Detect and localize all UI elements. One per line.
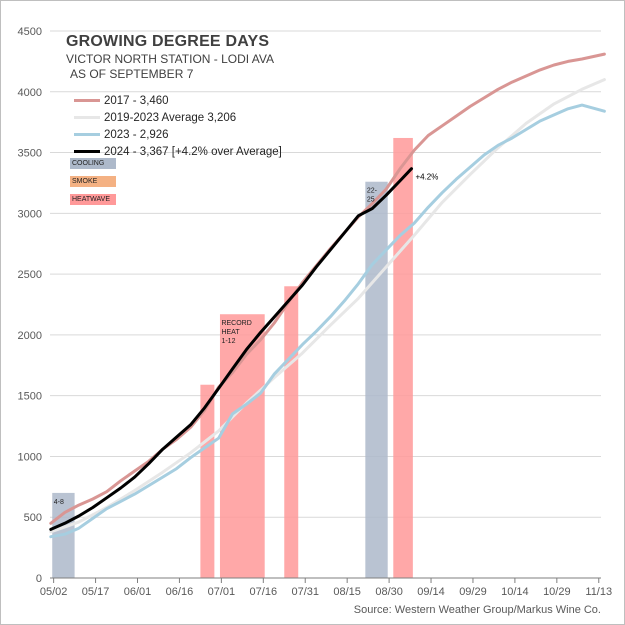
legend-item-2023: 2023 - 2,926 (74, 126, 282, 143)
legend-item-2017: 2017 - 3,460 (74, 92, 282, 109)
x-tick-label: 05/17 (82, 586, 110, 598)
y-tick-label: 2500 (18, 269, 42, 281)
series-line-3 (49, 167, 413, 531)
event-bar-label: 4-8 (54, 499, 64, 506)
event-bar-label: 25 (367, 197, 375, 204)
legend-label-2023: 2023 - 2,926 (104, 128, 169, 141)
y-tick-label: 1000 (18, 451, 42, 463)
legend-swatch-2023 (74, 133, 100, 136)
event-bar-label: 1-12 (221, 338, 235, 345)
legend-swatch-average (74, 116, 100, 119)
legend-swatch-2024 (74, 150, 100, 153)
x-tick-label: 10/29 (543, 586, 571, 598)
series-lines (49, 52, 606, 539)
gridlines (50, 30, 601, 518)
chart-labels: 0 500 1000 1500 2000 2500 3000 3500 4000 4500 4-8 R… (18, 26, 613, 616)
x-tick-label: 10/14 (501, 586, 529, 598)
x-tick-label: 08/30 (375, 586, 403, 598)
legend-swatch-2017 (74, 99, 100, 102)
event-bar-label: HEAT (221, 329, 240, 336)
source-credit: Source: Western Weather Group/Markus Win… (354, 604, 601, 616)
chart-title: GROWING DEGREE DAYS (66, 33, 270, 50)
axes (50, 577, 601, 583)
event-chip-heatwave: HEATWAVE (70, 194, 116, 205)
legend-item-2024: 2024 - 3,367 [+4.2% over Average] (74, 143, 282, 160)
event-legend: COOLING SMOKE HEATWAVE (70, 158, 116, 212)
legend-item-average: 2019-2023 Average 3,206 (74, 109, 282, 126)
annotation-2024-pct: +4.2% (415, 173, 438, 182)
x-tick-label: 09/14 (417, 586, 445, 598)
title-block: GROWING DEGREE DAYS VICTOR NORTH STATION… (66, 33, 275, 82)
x-tick-label: 07/16 (250, 586, 278, 598)
series-line-2 (49, 103, 606, 539)
y-tick-label: 3500 (18, 148, 42, 160)
event-bar-label: RECORD (221, 320, 251, 327)
y-tick-label: 500 (24, 512, 42, 524)
legend-label-average: 2019-2023 Average 3,206 (104, 111, 237, 124)
y-tick-label: 2000 (18, 330, 42, 342)
x-tick-label: 06/01 (124, 586, 152, 598)
series-legend: 2017 - 3,460 2019-2023 Average 3,206 202… (74, 92, 282, 160)
chart-subtitle: VICTOR NORTH STATION - LODI AVA (66, 51, 275, 66)
event-chip-cooling: COOLING (70, 158, 116, 169)
y-tick-label: 4500 (18, 26, 42, 38)
y-tick-label: 1500 (18, 391, 42, 403)
y-tick-label: 0 (36, 573, 42, 585)
x-tick-label: 08/15 (333, 586, 361, 598)
x-tick-label: 11/13 (585, 586, 612, 598)
x-tick-label: 06/16 (166, 586, 194, 598)
legend-label-2024: 2024 - 3,367 [+4.2% over Average] (104, 145, 282, 158)
event-bar-heatwave (284, 286, 299, 578)
x-tick-label: 09/29 (459, 586, 487, 598)
event-bar-cooling (365, 181, 388, 578)
legend-label-2017: 2017 - 3,460 (104, 94, 169, 107)
event-chip-smoke: SMOKE (70, 176, 116, 187)
x-tick-label: 07/01 (208, 586, 236, 598)
x-tick-label: 07/31 (291, 586, 319, 598)
event-bar-label: 22- (367, 188, 378, 195)
chart-subtitle-date: AS OF SEPTEMBER 7 (70, 67, 194, 82)
y-tick-label: 3000 (18, 208, 42, 220)
y-tick-label: 4000 (18, 87, 42, 99)
series-line-1 (49, 78, 606, 534)
event-bar-heatwave (200, 384, 215, 578)
event-bar-heatwave (393, 137, 413, 579)
x-tick-label: 05/02 (40, 586, 68, 598)
